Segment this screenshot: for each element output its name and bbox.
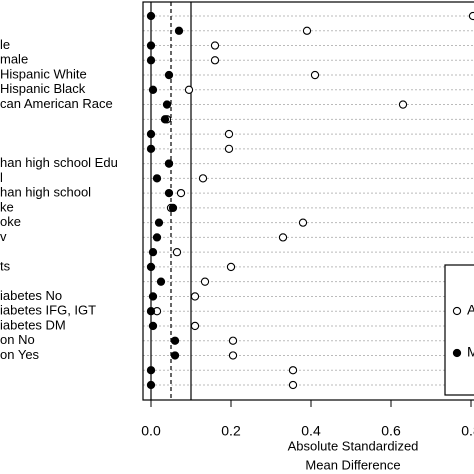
dot <box>172 248 182 257</box>
dot <box>184 85 194 94</box>
dot <box>152 233 162 242</box>
dot <box>146 380 156 390</box>
y-tick-label: can American Race <box>0 96 113 111</box>
dot <box>148 321 158 331</box>
x-axis-label: Mean Difference <box>305 457 400 472</box>
y-tick-label: v <box>0 229 7 244</box>
dot <box>168 203 178 213</box>
legend-box <box>444 264 474 396</box>
dot <box>298 218 308 227</box>
y-tick-label: Hispanic White <box>0 66 87 81</box>
dot <box>198 174 208 183</box>
dot <box>146 307 156 316</box>
legend-marker <box>452 306 462 316</box>
dot <box>224 144 234 153</box>
dot <box>146 262 156 272</box>
dot <box>164 70 174 80</box>
x-tick-label: 0.4 <box>301 423 321 439</box>
dot <box>154 218 164 227</box>
dot <box>164 188 174 198</box>
dot <box>190 321 200 331</box>
dot <box>148 248 158 257</box>
legend-label: A <box>467 302 474 318</box>
y-tick-label: han high school <box>0 185 91 200</box>
dot <box>190 292 200 301</box>
dot <box>278 233 288 242</box>
dot <box>210 41 220 50</box>
y-tick-label: male <box>0 52 28 67</box>
dot <box>174 26 184 35</box>
x-axis-label: Absolute Standardized <box>288 438 419 453</box>
dot <box>228 336 238 345</box>
y-tick-label: oke <box>0 214 21 229</box>
dot <box>226 262 236 272</box>
y-tick-label: on Yes <box>0 347 40 362</box>
dot <box>146 41 156 50</box>
dot <box>148 292 158 301</box>
dot <box>160 115 170 124</box>
x-tick-label: 0.6 <box>381 423 401 439</box>
dot <box>310 70 320 80</box>
y-tick-label: le <box>0 37 10 52</box>
legend-label: M <box>467 344 474 360</box>
y-tick-label: iabetes No <box>0 288 62 303</box>
dot <box>302 26 312 35</box>
dot <box>398 100 408 109</box>
dot <box>146 56 156 65</box>
dot <box>228 351 238 360</box>
dot <box>288 380 298 390</box>
dot <box>146 366 156 375</box>
dot <box>146 129 156 139</box>
y-tick-label: l <box>0 170 3 185</box>
dot <box>170 351 180 360</box>
dot <box>148 85 158 94</box>
dot <box>156 277 166 286</box>
dot <box>176 188 186 198</box>
legend-marker <box>452 348 462 358</box>
dot <box>170 336 180 345</box>
y-tick-label: ts <box>0 258 11 273</box>
dot <box>164 159 174 168</box>
y-tick-label: iabetes DM <box>0 317 66 332</box>
y-tick-label: han high school Edu <box>0 155 118 170</box>
y-tick-label: Hispanic Black <box>0 81 86 96</box>
x-tick-label: 0.2 <box>221 423 241 439</box>
y-tick-label: on No <box>0 332 35 347</box>
dot <box>224 129 234 139</box>
dot <box>468 11 474 21</box>
dot <box>288 366 298 375</box>
y-tick-label: iabetes IFG, IGT <box>0 303 96 318</box>
dot <box>146 11 156 21</box>
x-tick-label: 0.8 <box>461 423 474 439</box>
dot <box>162 100 172 109</box>
y-tick-label: ke <box>0 199 14 214</box>
dot <box>200 277 210 286</box>
dot <box>146 144 156 153</box>
x-tick-label: 0.0 <box>141 423 161 439</box>
dot <box>152 174 162 183</box>
dot <box>210 56 220 65</box>
